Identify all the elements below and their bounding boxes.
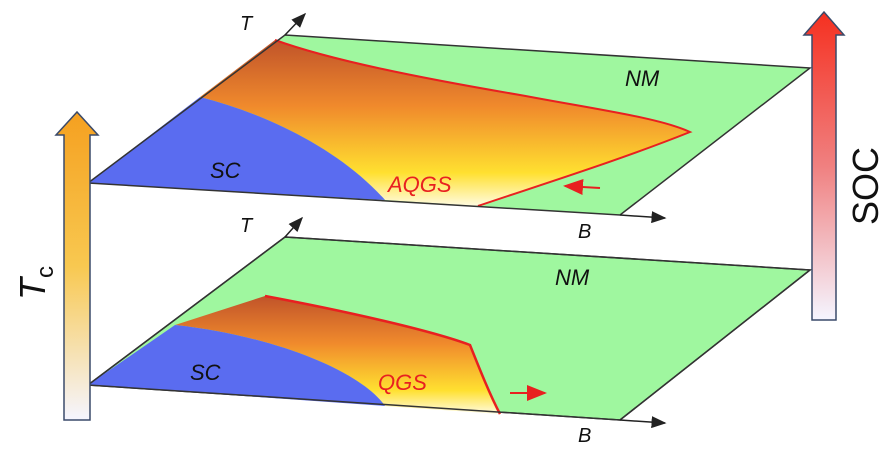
boundary <box>264 294 502 415</box>
boundary <box>274 39 693 207</box>
tc-symbol: T <box>12 275 53 300</box>
soc-label: SOC <box>845 147 886 225</box>
lower-plane: T B NM SC QGS <box>85 215 813 447</box>
nm-label: NM <box>555 265 590 290</box>
aqgs-region <box>200 40 690 206</box>
sc-region <box>88 325 385 406</box>
nm-label: NM <box>625 66 660 91</box>
qgs-region <box>175 296 500 414</box>
qgs-label: QGS <box>378 370 427 395</box>
t-label: T <box>240 215 254 237</box>
t-axis <box>284 216 304 238</box>
soc-arrow <box>802 10 846 321</box>
sc-label: SC <box>210 158 241 183</box>
sc-region <box>88 97 385 200</box>
tc-label: Tc <box>12 266 59 300</box>
b-label: B <box>578 221 591 243</box>
aqgs-label: AQGS <box>386 172 452 197</box>
red-arrow <box>563 179 601 196</box>
t-axis <box>284 12 307 36</box>
t-label: T <box>240 13 254 35</box>
upper-plane: T B NM SC AQGS <box>85 12 813 243</box>
b-label: B <box>578 425 591 447</box>
b-axis <box>619 416 667 429</box>
tc-subscript: c <box>32 266 59 278</box>
sc-label: SC <box>190 360 221 385</box>
tc-arrow <box>54 110 100 421</box>
b-axis <box>619 211 667 224</box>
